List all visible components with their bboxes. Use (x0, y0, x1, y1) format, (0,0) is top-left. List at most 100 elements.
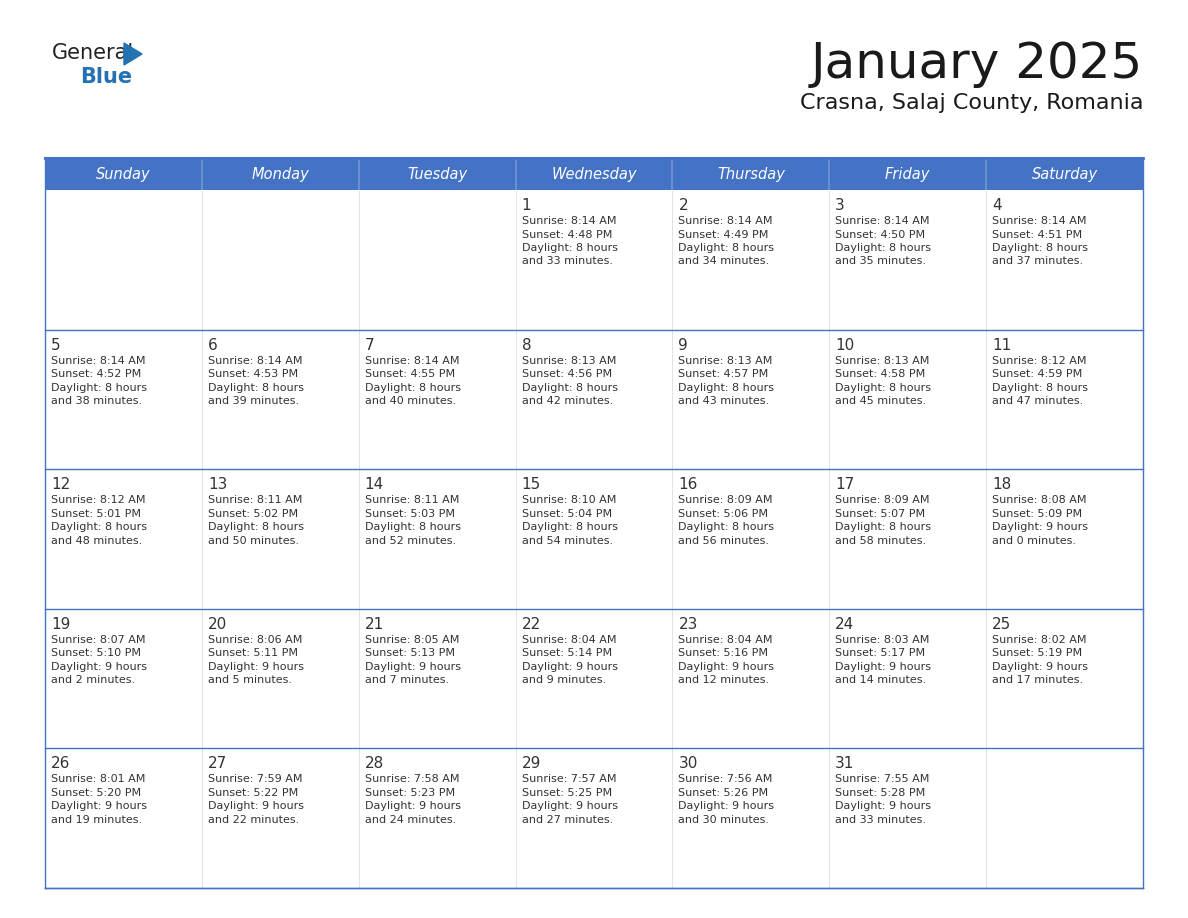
Text: Sunset: 5:28 PM: Sunset: 5:28 PM (835, 788, 925, 798)
Bar (202, 158, 359, 190)
Text: 19: 19 (51, 617, 70, 632)
Text: and 24 minutes.: and 24 minutes. (365, 815, 456, 825)
Text: Daylight: 9 hours: Daylight: 9 hours (365, 801, 461, 812)
Text: Daylight: 9 hours: Daylight: 9 hours (522, 801, 618, 812)
Text: and 14 minutes.: and 14 minutes. (835, 676, 927, 686)
Text: Sunset: 4:52 PM: Sunset: 4:52 PM (51, 369, 141, 379)
Text: Sunset: 5:25 PM: Sunset: 5:25 PM (522, 788, 612, 798)
Bar (986, 609, 1143, 748)
Text: Sunset: 5:23 PM: Sunset: 5:23 PM (365, 788, 455, 798)
Bar (986, 190, 1143, 330)
Text: Sunrise: 8:14 AM: Sunrise: 8:14 AM (51, 355, 145, 365)
Polygon shape (124, 43, 143, 65)
Text: and 5 minutes.: and 5 minutes. (208, 676, 292, 686)
Bar (359, 158, 516, 190)
Text: Sunrise: 7:55 AM: Sunrise: 7:55 AM (835, 775, 930, 784)
Text: 13: 13 (208, 477, 227, 492)
Bar (829, 190, 986, 330)
Text: Sunrise: 8:13 AM: Sunrise: 8:13 AM (678, 355, 773, 365)
Text: Sunrise: 7:59 AM: Sunrise: 7:59 AM (208, 775, 303, 784)
Text: and 40 minutes.: and 40 minutes. (365, 396, 456, 406)
Bar (516, 748, 672, 888)
Bar (516, 190, 672, 330)
Text: Sunrise: 8:12 AM: Sunrise: 8:12 AM (51, 495, 145, 505)
Text: and 35 minutes.: and 35 minutes. (835, 256, 927, 266)
Text: Daylight: 8 hours: Daylight: 8 hours (208, 522, 304, 532)
Text: General: General (52, 43, 134, 63)
Bar (516, 158, 672, 190)
Text: Sunrise: 8:05 AM: Sunrise: 8:05 AM (365, 635, 459, 644)
Text: Daylight: 8 hours: Daylight: 8 hours (208, 383, 304, 393)
Bar (986, 330, 1143, 469)
Text: Daylight: 8 hours: Daylight: 8 hours (365, 383, 461, 393)
Text: Sunset: 5:06 PM: Sunset: 5:06 PM (678, 509, 769, 519)
Text: Sunrise: 8:04 AM: Sunrise: 8:04 AM (522, 635, 617, 644)
Bar (45, 469, 202, 609)
Bar (202, 330, 359, 469)
Text: 22: 22 (522, 617, 541, 632)
Text: Daylight: 8 hours: Daylight: 8 hours (522, 243, 618, 253)
Text: Daylight: 9 hours: Daylight: 9 hours (51, 801, 147, 812)
Text: Sunset: 4:57 PM: Sunset: 4:57 PM (678, 369, 769, 379)
Text: Sunrise: 8:11 AM: Sunrise: 8:11 AM (365, 495, 459, 505)
Text: Daylight: 8 hours: Daylight: 8 hours (522, 383, 618, 393)
Bar (359, 330, 516, 469)
Text: 14: 14 (365, 477, 384, 492)
Text: Sunrise: 8:11 AM: Sunrise: 8:11 AM (208, 495, 302, 505)
Text: and 45 minutes.: and 45 minutes. (835, 396, 927, 406)
Text: and 7 minutes.: and 7 minutes. (365, 676, 449, 686)
Text: Sunset: 4:58 PM: Sunset: 4:58 PM (835, 369, 925, 379)
Bar (829, 469, 986, 609)
Text: Sunrise: 8:03 AM: Sunrise: 8:03 AM (835, 635, 930, 644)
Text: and 19 minutes.: and 19 minutes. (51, 815, 143, 825)
Bar (359, 469, 516, 609)
Bar (202, 190, 359, 330)
Text: 31: 31 (835, 756, 854, 771)
Bar (829, 330, 986, 469)
Text: Sunrise: 7:56 AM: Sunrise: 7:56 AM (678, 775, 773, 784)
Text: 5: 5 (51, 338, 61, 353)
Text: Sunset: 5:07 PM: Sunset: 5:07 PM (835, 509, 925, 519)
Text: 11: 11 (992, 338, 1011, 353)
Text: Daylight: 9 hours: Daylight: 9 hours (522, 662, 618, 672)
Text: and 33 minutes.: and 33 minutes. (835, 815, 927, 825)
Text: Sunset: 5:11 PM: Sunset: 5:11 PM (208, 648, 298, 658)
Text: Sunrise: 8:14 AM: Sunrise: 8:14 AM (835, 216, 930, 226)
Text: Sunrise: 8:14 AM: Sunrise: 8:14 AM (678, 216, 773, 226)
Text: Sunset: 5:26 PM: Sunset: 5:26 PM (678, 788, 769, 798)
Text: and 27 minutes.: and 27 minutes. (522, 815, 613, 825)
Text: Daylight: 9 hours: Daylight: 9 hours (678, 662, 775, 672)
Bar (829, 748, 986, 888)
Text: and 48 minutes.: and 48 minutes. (51, 536, 143, 545)
Text: 9: 9 (678, 338, 688, 353)
Text: Daylight: 8 hours: Daylight: 8 hours (835, 383, 931, 393)
Bar (672, 469, 829, 609)
Text: 16: 16 (678, 477, 697, 492)
Bar (672, 609, 829, 748)
Text: Daylight: 9 hours: Daylight: 9 hours (992, 662, 1088, 672)
Text: Sunrise: 8:09 AM: Sunrise: 8:09 AM (678, 495, 773, 505)
Text: Sunrise: 8:12 AM: Sunrise: 8:12 AM (992, 355, 1087, 365)
Text: Daylight: 9 hours: Daylight: 9 hours (51, 662, 147, 672)
Bar (359, 190, 516, 330)
Text: Monday: Monday (252, 166, 309, 182)
Text: Daylight: 9 hours: Daylight: 9 hours (835, 801, 931, 812)
Text: Daylight: 8 hours: Daylight: 8 hours (835, 522, 931, 532)
Text: 30: 30 (678, 756, 697, 771)
Bar (516, 469, 672, 609)
Text: Sunrise: 8:08 AM: Sunrise: 8:08 AM (992, 495, 1087, 505)
Text: and 22 minutes.: and 22 minutes. (208, 815, 299, 825)
Text: Sunset: 5:04 PM: Sunset: 5:04 PM (522, 509, 612, 519)
Text: 12: 12 (51, 477, 70, 492)
Text: Daylight: 8 hours: Daylight: 8 hours (51, 383, 147, 393)
Text: Daylight: 9 hours: Daylight: 9 hours (678, 801, 775, 812)
Text: and 47 minutes.: and 47 minutes. (992, 396, 1083, 406)
Text: Sunrise: 8:04 AM: Sunrise: 8:04 AM (678, 635, 773, 644)
Bar (986, 158, 1143, 190)
Text: Daylight: 8 hours: Daylight: 8 hours (992, 243, 1088, 253)
Text: 4: 4 (992, 198, 1001, 213)
Text: and 42 minutes.: and 42 minutes. (522, 396, 613, 406)
Text: and 54 minutes.: and 54 minutes. (522, 536, 613, 545)
Text: Sunrise: 8:09 AM: Sunrise: 8:09 AM (835, 495, 930, 505)
Text: Daylight: 8 hours: Daylight: 8 hours (678, 522, 775, 532)
